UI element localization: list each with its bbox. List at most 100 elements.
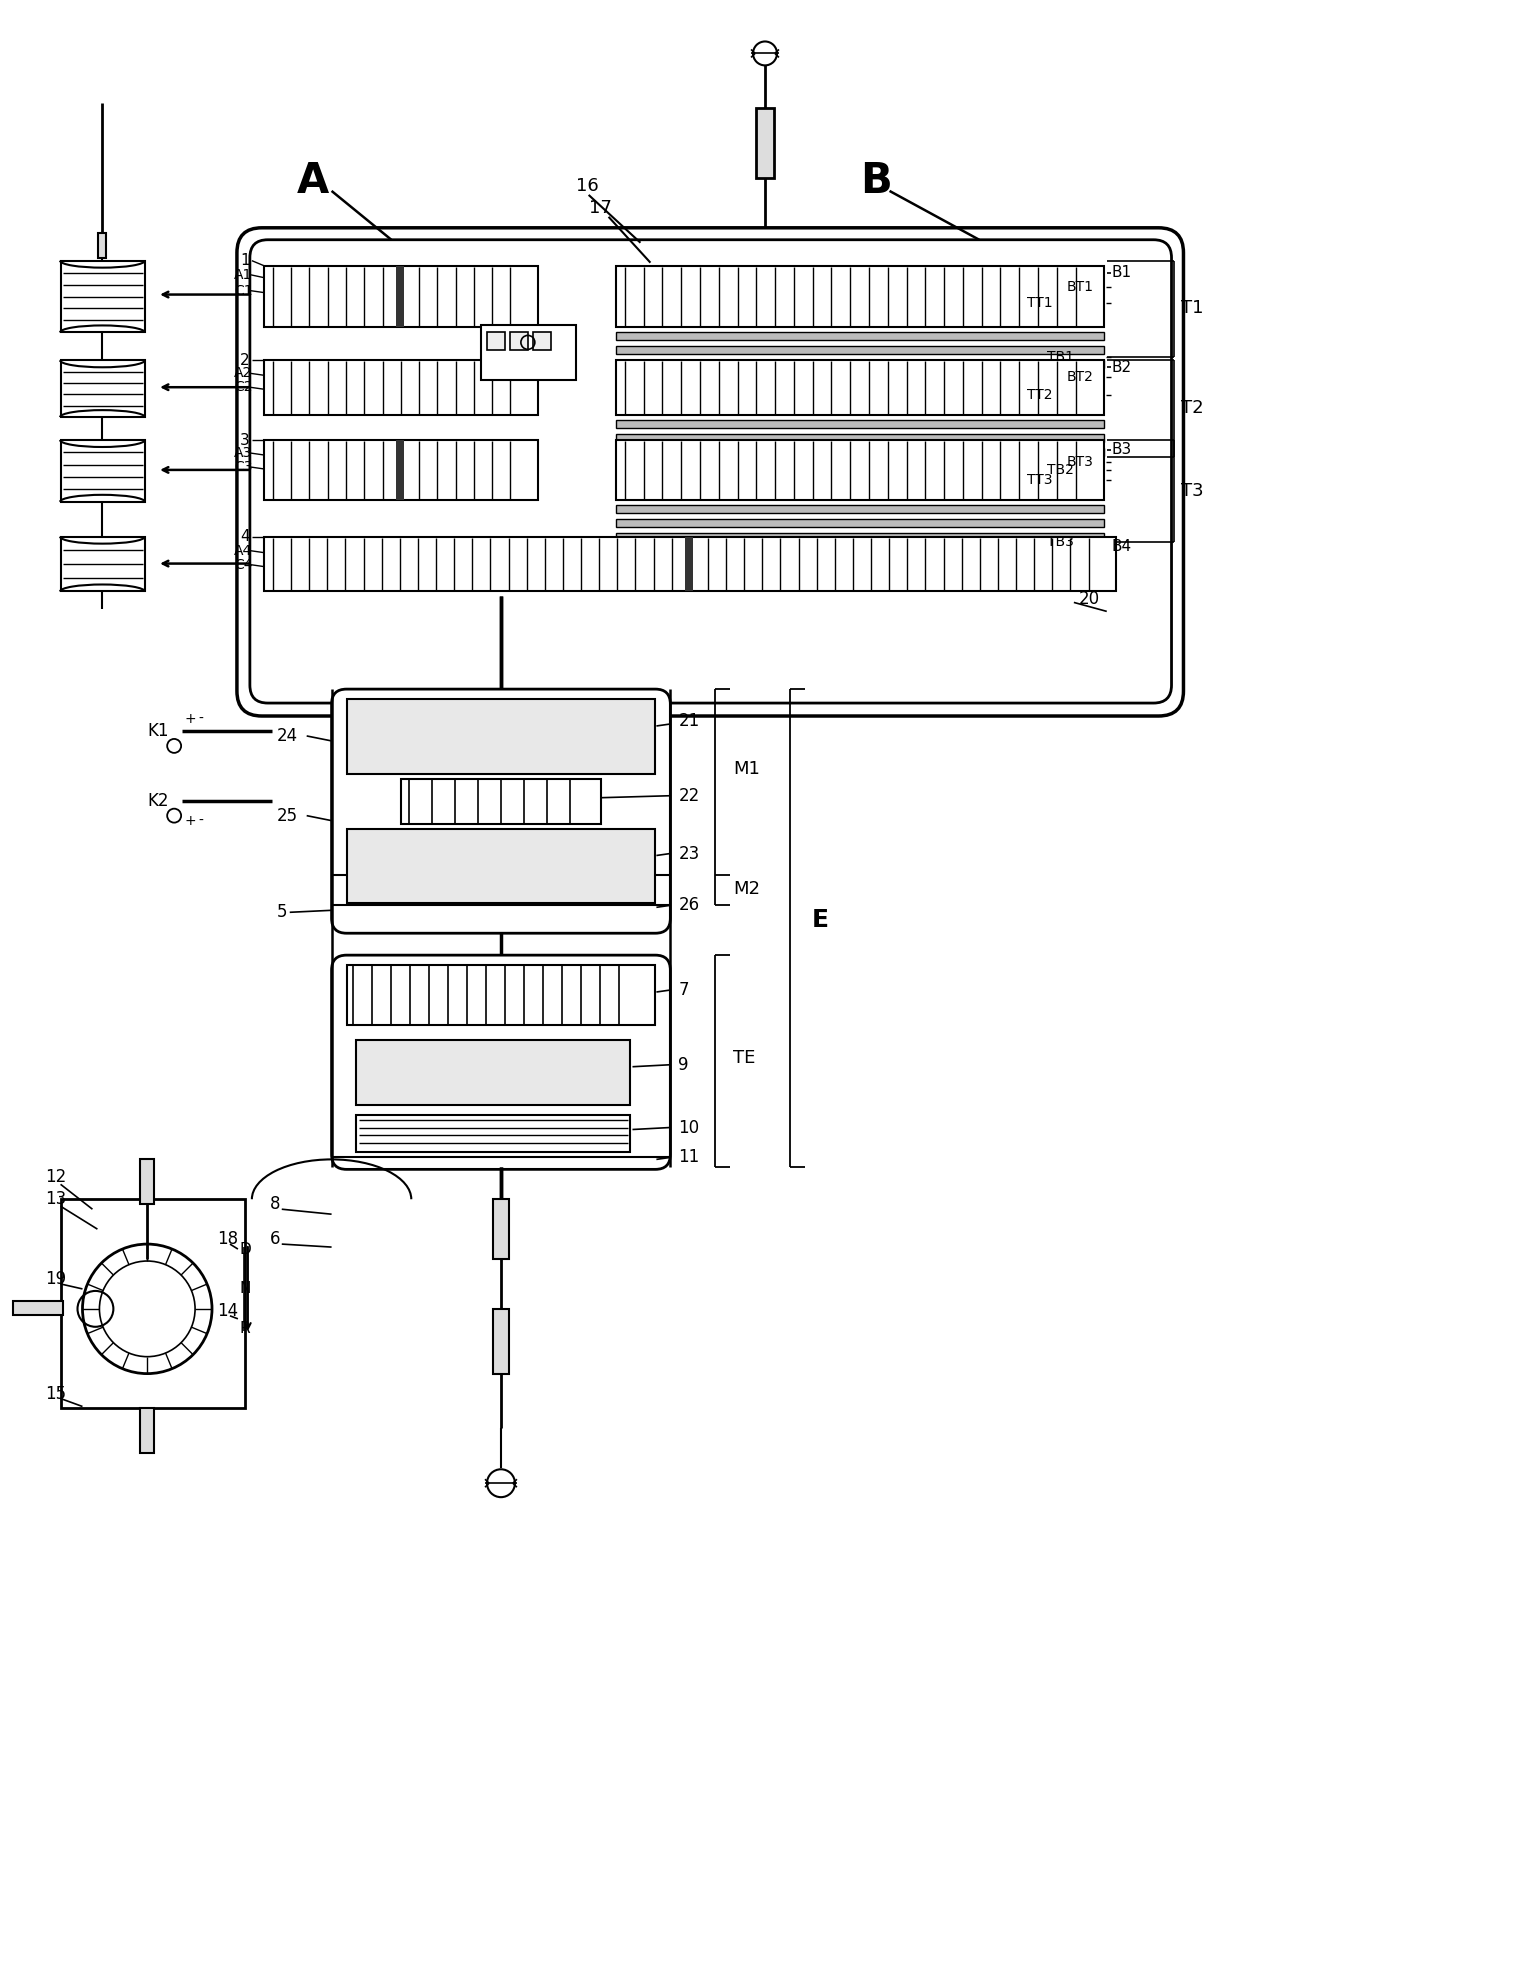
Text: C3: C3 <box>234 459 252 473</box>
Text: 17: 17 <box>589 199 612 217</box>
Bar <box>616 360 1104 415</box>
Bar <box>61 1199 245 1408</box>
Bar <box>616 346 1104 354</box>
Text: A4: A4 <box>234 543 252 557</box>
Text: E: E <box>812 909 829 932</box>
Bar <box>616 439 1104 499</box>
Text: M2: M2 <box>732 881 760 899</box>
Text: TB2: TB2 <box>1047 463 1073 477</box>
Text: A3: A3 <box>234 445 252 459</box>
Text: 16: 16 <box>576 177 598 195</box>
Bar <box>488 332 505 350</box>
Text: +: + <box>183 813 196 827</box>
Bar <box>401 779 601 823</box>
Text: +: + <box>183 712 196 726</box>
Text: T3: T3 <box>1182 481 1205 499</box>
Bar <box>396 266 404 328</box>
Text: BT2: BT2 <box>1067 370 1093 384</box>
Bar <box>61 260 145 332</box>
Text: T2: T2 <box>1182 400 1205 417</box>
Bar <box>511 332 528 350</box>
Text: -: - <box>199 813 203 827</box>
Text: 8: 8 <box>269 1195 280 1213</box>
Text: 13: 13 <box>44 1191 66 1209</box>
Bar <box>755 107 774 179</box>
Text: C1: C1 <box>234 284 252 298</box>
Text: 19: 19 <box>44 1270 66 1288</box>
Text: M1: M1 <box>732 759 760 777</box>
Text: TB1: TB1 <box>1047 350 1073 364</box>
FancyBboxPatch shape <box>237 229 1183 716</box>
Text: B3: B3 <box>1112 443 1131 457</box>
Text: 4: 4 <box>240 529 249 545</box>
Bar <box>532 332 550 350</box>
Bar <box>265 266 538 328</box>
Bar <box>616 533 1104 541</box>
Bar <box>616 519 1104 527</box>
Text: 11: 11 <box>679 1149 700 1167</box>
Text: D: D <box>240 1242 252 1256</box>
Text: K2: K2 <box>147 791 168 809</box>
Text: 7: 7 <box>679 980 688 1000</box>
Bar <box>492 1199 509 1258</box>
Bar <box>265 360 538 415</box>
Bar <box>685 537 693 592</box>
Bar <box>61 537 145 592</box>
Text: TT1: TT1 <box>1027 296 1052 310</box>
Text: B2: B2 <box>1112 360 1131 376</box>
Text: 6: 6 <box>269 1231 280 1248</box>
Text: R: R <box>240 1322 251 1336</box>
Text: A2: A2 <box>234 366 252 380</box>
Bar <box>141 1408 154 1453</box>
Bar <box>616 505 1104 513</box>
Text: 10: 10 <box>679 1119 699 1137</box>
Bar <box>265 537 1116 592</box>
Text: 3: 3 <box>240 433 249 447</box>
Text: TB3: TB3 <box>1047 535 1073 549</box>
Text: C2: C2 <box>234 380 252 394</box>
Text: 25: 25 <box>277 807 298 825</box>
Text: C4: C4 <box>234 557 252 573</box>
FancyBboxPatch shape <box>332 690 670 932</box>
FancyBboxPatch shape <box>332 954 670 1169</box>
Bar <box>616 360 1104 368</box>
Text: BT3: BT3 <box>1067 455 1093 469</box>
Text: A: A <box>297 159 329 203</box>
Bar <box>616 266 1104 328</box>
Text: T1: T1 <box>1182 300 1203 318</box>
Text: TE: TE <box>732 1050 755 1068</box>
Bar <box>356 1040 630 1105</box>
Text: 5: 5 <box>277 903 287 920</box>
Text: -: - <box>199 712 203 726</box>
Bar <box>141 1159 154 1205</box>
Bar <box>616 447 1104 455</box>
Text: 12: 12 <box>44 1169 66 1187</box>
Bar <box>265 439 538 499</box>
Text: K1: K1 <box>147 722 168 740</box>
Text: N: N <box>240 1282 251 1296</box>
Text: 15: 15 <box>44 1384 66 1404</box>
Text: B1: B1 <box>1112 264 1131 280</box>
Bar <box>616 332 1104 340</box>
Text: 22: 22 <box>679 787 700 805</box>
Text: 24: 24 <box>277 728 298 746</box>
Bar <box>616 419 1104 427</box>
Bar <box>396 439 404 499</box>
Text: 2: 2 <box>240 352 249 368</box>
Bar <box>347 964 656 1026</box>
Text: TT3: TT3 <box>1027 473 1052 487</box>
Text: 23: 23 <box>679 845 700 863</box>
Bar <box>356 1115 630 1153</box>
Text: 1: 1 <box>240 252 249 268</box>
Bar <box>616 433 1104 441</box>
Bar <box>492 1308 509 1374</box>
Bar <box>61 360 145 417</box>
Bar <box>98 233 107 258</box>
Bar <box>347 700 656 773</box>
Text: B4: B4 <box>1112 539 1131 555</box>
Text: BT1: BT1 <box>1067 280 1093 294</box>
Bar <box>12 1300 63 1314</box>
Text: 14: 14 <box>217 1302 239 1320</box>
Text: 21: 21 <box>679 712 700 730</box>
Text: TT2: TT2 <box>1027 388 1052 402</box>
